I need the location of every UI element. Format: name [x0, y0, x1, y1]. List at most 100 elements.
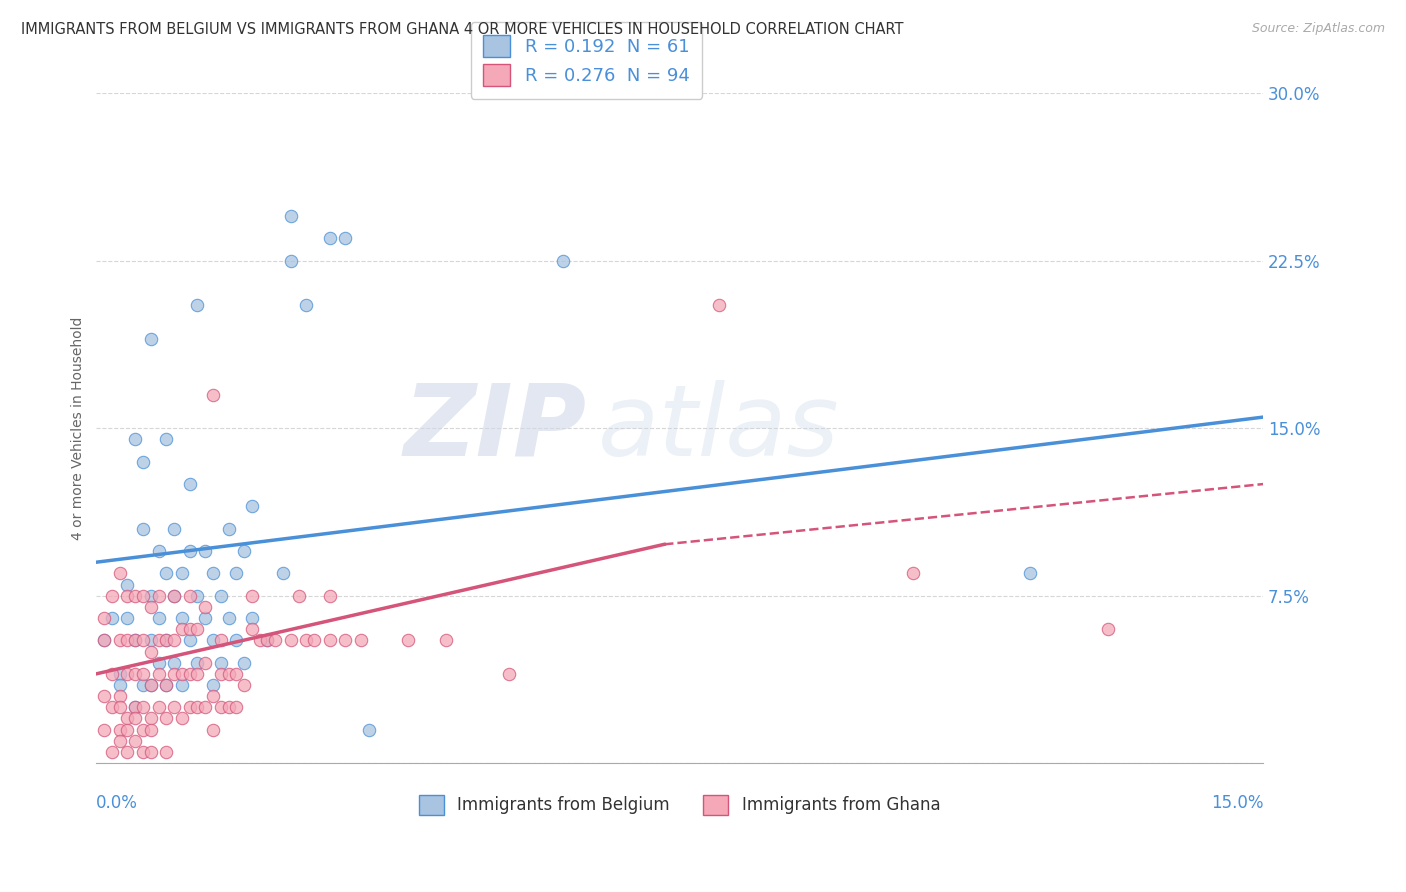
Point	[139, 644, 162, 658]
Point	[202, 678, 225, 692]
Point	[117, 589, 139, 603]
Point	[1018, 566, 1040, 581]
Point	[139, 332, 162, 346]
Point	[124, 666, 146, 681]
Point	[132, 700, 155, 714]
Point	[225, 633, 247, 648]
Point	[186, 656, 208, 670]
Point	[93, 633, 115, 648]
Point	[335, 633, 357, 648]
Point	[117, 666, 139, 681]
Point	[101, 611, 124, 625]
Point	[124, 711, 146, 725]
Point	[271, 566, 294, 581]
Point	[295, 298, 318, 312]
Point	[218, 666, 240, 681]
Point	[170, 566, 193, 581]
Point	[240, 500, 263, 514]
Point	[186, 298, 208, 312]
Point	[280, 633, 302, 648]
Point	[319, 633, 342, 648]
Y-axis label: 4 or more Vehicles in Household: 4 or more Vehicles in Household	[72, 317, 86, 540]
Point	[280, 253, 302, 268]
Point	[93, 689, 115, 703]
Point	[155, 566, 177, 581]
Point	[357, 723, 380, 737]
Point	[202, 689, 225, 703]
Point	[163, 666, 186, 681]
Point	[148, 656, 170, 670]
Point	[148, 633, 170, 648]
Point	[209, 633, 232, 648]
Point	[93, 611, 115, 625]
Point	[117, 611, 139, 625]
Point	[124, 633, 146, 648]
Point	[179, 544, 201, 558]
Point	[117, 711, 139, 725]
Point	[249, 633, 271, 648]
Point	[148, 700, 170, 714]
Point	[179, 700, 201, 714]
Point	[132, 633, 155, 648]
Point	[124, 633, 146, 648]
Point	[132, 723, 155, 737]
Point	[155, 678, 177, 692]
Point	[139, 678, 162, 692]
Point	[155, 711, 177, 725]
Point	[163, 656, 186, 670]
Point	[202, 633, 225, 648]
Point	[302, 633, 325, 648]
Point	[170, 611, 193, 625]
Point	[108, 566, 131, 581]
Point	[124, 433, 146, 447]
Point	[132, 666, 155, 681]
Text: atlas: atlas	[598, 380, 839, 476]
Point	[280, 209, 302, 223]
Point	[139, 633, 162, 648]
Point	[350, 633, 373, 648]
Point	[240, 589, 263, 603]
Point	[155, 678, 177, 692]
Point	[179, 633, 201, 648]
Point	[108, 723, 131, 737]
Point	[194, 544, 217, 558]
Point	[256, 633, 278, 648]
Point	[124, 589, 146, 603]
Point	[139, 745, 162, 759]
Point	[155, 633, 177, 648]
Point	[170, 622, 193, 636]
Point	[209, 656, 232, 670]
Point	[256, 633, 278, 648]
Point	[264, 633, 287, 648]
Point	[170, 711, 193, 725]
Point	[101, 745, 124, 759]
Point	[707, 298, 730, 312]
Point	[901, 566, 924, 581]
Text: 0.0%: 0.0%	[97, 794, 138, 812]
Point	[117, 723, 139, 737]
Point	[108, 633, 131, 648]
Point	[209, 589, 232, 603]
Point	[139, 711, 162, 725]
Text: ZIP: ZIP	[404, 380, 586, 476]
Point	[132, 522, 155, 536]
Point	[194, 611, 217, 625]
Point	[93, 723, 115, 737]
Point	[132, 745, 155, 759]
Point	[186, 700, 208, 714]
Point	[233, 678, 256, 692]
Point	[148, 589, 170, 603]
Point	[194, 700, 217, 714]
Point	[202, 388, 225, 402]
Point	[139, 723, 162, 737]
Point	[179, 622, 201, 636]
Point	[101, 666, 124, 681]
Point	[179, 589, 201, 603]
Text: IMMIGRANTS FROM BELGIUM VS IMMIGRANTS FROM GHANA 4 OR MORE VEHICLES IN HOUSEHOLD: IMMIGRANTS FROM BELGIUM VS IMMIGRANTS FR…	[21, 22, 904, 37]
Point	[132, 589, 155, 603]
Point	[163, 700, 186, 714]
Point	[194, 599, 217, 614]
Point	[498, 666, 520, 681]
Point	[132, 455, 155, 469]
Point	[186, 589, 208, 603]
